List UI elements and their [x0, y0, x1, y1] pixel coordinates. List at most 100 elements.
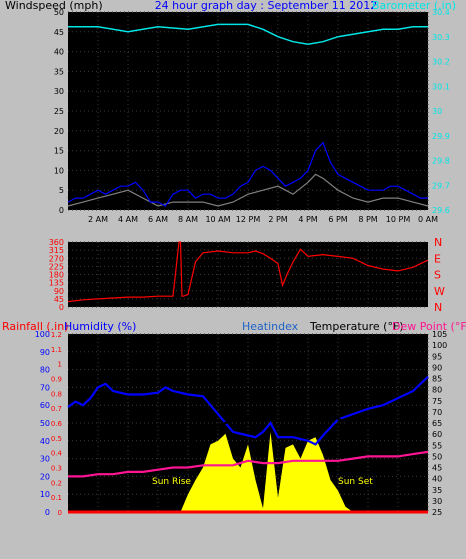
direction-y-tick-label: 225 — [49, 262, 64, 271]
wind-y-tick-label: 10 — [54, 166, 64, 175]
wind-y-tick-label: 15 — [54, 147, 64, 156]
rainfall-y-tick-label: 0.1 — [51, 494, 62, 502]
wind-x-tick-label: 4 PM — [298, 215, 317, 224]
rainfall-y-tick-label: 0 — [58, 509, 62, 517]
wind-x-tick-label: 6 AM — [148, 215, 168, 224]
wind-x-tick-label: 10 AM — [205, 215, 230, 224]
wind-x-tick-label: 6 PM — [328, 215, 347, 224]
humidity-y-tick-label: 70 — [40, 383, 50, 392]
barometer-y-tick-label: 30.1 — [432, 82, 450, 91]
rainfall-y-tick-label: 0.4 — [51, 450, 63, 458]
barometer-y-tick-label: 29.6 — [432, 206, 450, 215]
barometer-y-tick-label: 30.3 — [432, 33, 450, 42]
barometer-y-tick-label: 29.9 — [432, 132, 450, 141]
barometer-y-tick-label: 29.7 — [432, 181, 450, 190]
temperature-y-tick-label: 40 — [432, 475, 442, 484]
humidity-y-tick-label: 20 — [40, 472, 50, 481]
compass-label: N — [434, 301, 442, 314]
wind-x-tick-label: 0 AM — [418, 215, 438, 224]
direction-y-tick-label: 90 — [54, 287, 64, 296]
temperature-y-tick-label: 85 — [432, 375, 442, 384]
compass-label: S — [434, 269, 441, 282]
temperature-y-tick-label: 70 — [432, 408, 442, 417]
wind-y-tick-label: 40 — [54, 48, 64, 57]
rainfall-axis-title: Rainfall (.in) — [2, 320, 69, 333]
compass-label: E — [434, 252, 441, 265]
rainfall-y-tick-label: 0.3 — [51, 465, 62, 473]
temperature-y-tick-label: 90 — [432, 363, 442, 372]
series-line-average-wind — [67, 141, 428, 207]
temperature-y-tick-label: 50 — [432, 452, 442, 461]
series-line-dew-point-f- — [68, 450, 429, 478]
rainfall-y-tick-label: 1 — [58, 361, 62, 369]
rainfall-y-tick-label: 0.5 — [51, 435, 62, 443]
wind-x-tick-label: 12 PM — [236, 215, 261, 224]
temperature-y-tick-label: 75 — [432, 397, 442, 406]
humidity-y-tick-label: 80 — [40, 366, 50, 375]
series-line-barometer-in- — [68, 23, 428, 45]
barometer-y-tick-label: 30.4 — [432, 8, 450, 17]
wind-y-tick-label: 45 — [54, 28, 64, 37]
compass-label: N — [434, 236, 442, 249]
windspeed-axis-title: Windspeed (mph) — [5, 0, 103, 12]
barometer-y-tick-label: 30.2 — [432, 58, 450, 67]
wind-y-tick-label: 50 — [54, 8, 64, 17]
wind-x-tick-label: 2 AM — [88, 215, 108, 224]
humidity-y-tick-label: 0 — [45, 508, 50, 517]
series-line-gust — [67, 173, 429, 207]
direction-y-tick-label: 135 — [49, 279, 64, 288]
barometer-y-tick-label: 30 — [432, 107, 442, 116]
rainfall-y-tick-label: 0.2 — [51, 479, 62, 487]
temperature-y-tick-label: 35 — [432, 486, 442, 495]
direction-y-tick-label: 360 — [49, 238, 64, 247]
direction-y-tick-label: 270 — [49, 254, 64, 263]
direction-y-tick-label: 315 — [49, 246, 64, 255]
humidity-y-tick-label: 90 — [40, 348, 50, 357]
series-line-wind-direction — [67, 241, 429, 303]
heatindex-label: Heatindex — [242, 320, 299, 333]
humidity-y-tick-label: 100 — [35, 330, 50, 339]
humidity-y-tick-label: 10 — [40, 490, 50, 499]
wind-x-tick-label: 10 PM — [386, 215, 411, 224]
temperature-y-tick-label: 100 — [432, 341, 447, 350]
rainfall-y-tick-label: 1.1 — [51, 346, 62, 354]
wind-x-tick-label: 4 AM — [118, 215, 138, 224]
wind-x-tick-label: 2 PM — [268, 215, 287, 224]
rainfall-y-tick-label: 0.8 — [51, 390, 62, 398]
wind-y-tick-label: 20 — [54, 127, 64, 136]
temperature-y-tick-label: 95 — [432, 352, 442, 361]
humidity-axis-title: Humidity (%) — [64, 320, 136, 333]
wind-x-tick-label: 8 PM — [358, 215, 377, 224]
humidity-y-tick-label: 40 — [40, 437, 50, 446]
rainfall-y-tick-label: 0.7 — [51, 405, 62, 413]
wind-y-tick-label: 35 — [54, 67, 64, 76]
temperature-y-tick-label: 80 — [432, 386, 442, 395]
temperature-y-tick-label: 105 — [432, 330, 447, 339]
direction-y-tick-label: 0 — [59, 303, 64, 312]
series-line-humidity- — [67, 375, 429, 446]
temperature-y-tick-label: 65 — [432, 419, 442, 428]
direction-y-tick-label: 180 — [49, 271, 64, 280]
temperature-y-tick-label: 60 — [432, 430, 442, 439]
humidity-y-tick-label: 30 — [40, 455, 50, 464]
direction-y-tick-label: 45 — [54, 295, 64, 304]
wind-y-tick-label: 25 — [54, 107, 64, 116]
temperature-y-tick-label: 45 — [432, 464, 442, 473]
barometer-y-tick-label: 29.8 — [432, 157, 450, 166]
barometer-axis-title: Barometer (.in) — [372, 0, 456, 12]
compass-label: W — [434, 285, 445, 298]
dewpoint-label: Dew Point (°F) — [392, 320, 466, 333]
temperature-axis-title: Temperature (°F) — [309, 320, 404, 333]
series-line-temperature-f- — [68, 410, 429, 454]
solar-area — [180, 431, 353, 512]
humidity-y-tick-label: 60 — [40, 401, 50, 410]
wind-y-tick-label: 30 — [54, 87, 64, 96]
wind-y-tick-label: 5 — [59, 186, 64, 195]
sunrise-label: Sun Rise — [152, 477, 191, 487]
sunset-label: Sun Set — [338, 477, 373, 487]
chart-title: 24 hour graph day : September 11 2012 — [155, 0, 378, 12]
series-line-windspeed-mph- — [67, 113, 429, 204]
rainfall-y-tick-label: 0.6 — [51, 420, 63, 428]
